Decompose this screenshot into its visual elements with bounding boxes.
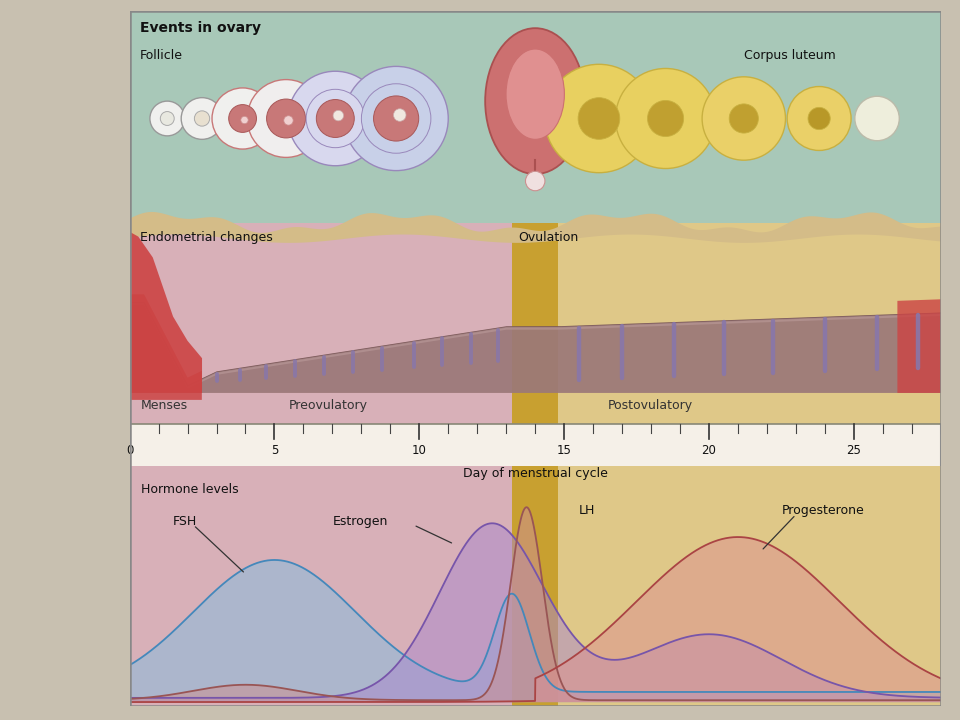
Text: Follicle: Follicle	[140, 49, 182, 62]
Text: Estrogen: Estrogen	[332, 515, 388, 528]
Text: 5: 5	[271, 444, 278, 456]
Polygon shape	[130, 232, 202, 393]
Ellipse shape	[267, 99, 305, 138]
Ellipse shape	[702, 77, 785, 160]
Ellipse shape	[194, 111, 209, 126]
Text: 10: 10	[412, 444, 427, 456]
Bar	[512, 466, 559, 706]
Ellipse shape	[506, 49, 564, 140]
Bar	[130, 222, 512, 424]
Text: Menses: Menses	[141, 399, 188, 412]
Text: 15: 15	[557, 444, 571, 456]
Ellipse shape	[525, 171, 545, 191]
Bar	[559, 466, 941, 706]
Text: Ovulation: Ovulation	[517, 231, 578, 244]
Text: FSH: FSH	[173, 515, 198, 528]
Text: LH: LH	[579, 504, 595, 517]
Bar	[130, 11, 941, 222]
Text: Endometrial changes: Endometrial changes	[140, 231, 273, 244]
Ellipse shape	[284, 116, 293, 125]
Ellipse shape	[544, 64, 653, 173]
Text: 20: 20	[702, 444, 716, 456]
Text: Corpus luteum: Corpus luteum	[744, 49, 835, 62]
Ellipse shape	[787, 86, 852, 150]
Text: Progesterone: Progesterone	[781, 504, 864, 517]
Text: Day of menstrual cycle: Day of menstrual cycle	[463, 467, 608, 480]
Ellipse shape	[361, 84, 431, 153]
Ellipse shape	[247, 80, 324, 158]
Ellipse shape	[344, 66, 448, 171]
Ellipse shape	[317, 99, 354, 138]
Text: 25: 25	[847, 444, 861, 456]
Ellipse shape	[647, 100, 684, 137]
Text: Events in ovary: Events in ovary	[140, 21, 261, 35]
Ellipse shape	[730, 104, 758, 133]
Ellipse shape	[615, 68, 715, 168]
Text: Postovulatory: Postovulatory	[608, 399, 693, 412]
Bar	[559, 222, 941, 424]
Ellipse shape	[288, 71, 382, 166]
Ellipse shape	[578, 98, 620, 140]
Ellipse shape	[212, 88, 274, 149]
Ellipse shape	[808, 107, 830, 130]
Bar	[130, 466, 512, 706]
Ellipse shape	[181, 98, 223, 140]
Ellipse shape	[394, 109, 406, 121]
Ellipse shape	[241, 117, 249, 124]
Text: Preovulatory: Preovulatory	[289, 399, 368, 412]
Bar	[512, 222, 559, 424]
Text: 0: 0	[126, 444, 133, 456]
Ellipse shape	[485, 28, 586, 174]
Ellipse shape	[228, 104, 256, 132]
Ellipse shape	[854, 96, 900, 140]
Ellipse shape	[150, 101, 184, 136]
Ellipse shape	[160, 112, 174, 125]
Ellipse shape	[333, 110, 344, 121]
Text: Hormone levels: Hormone levels	[141, 483, 239, 496]
Ellipse shape	[306, 89, 365, 148]
Ellipse shape	[373, 96, 419, 141]
